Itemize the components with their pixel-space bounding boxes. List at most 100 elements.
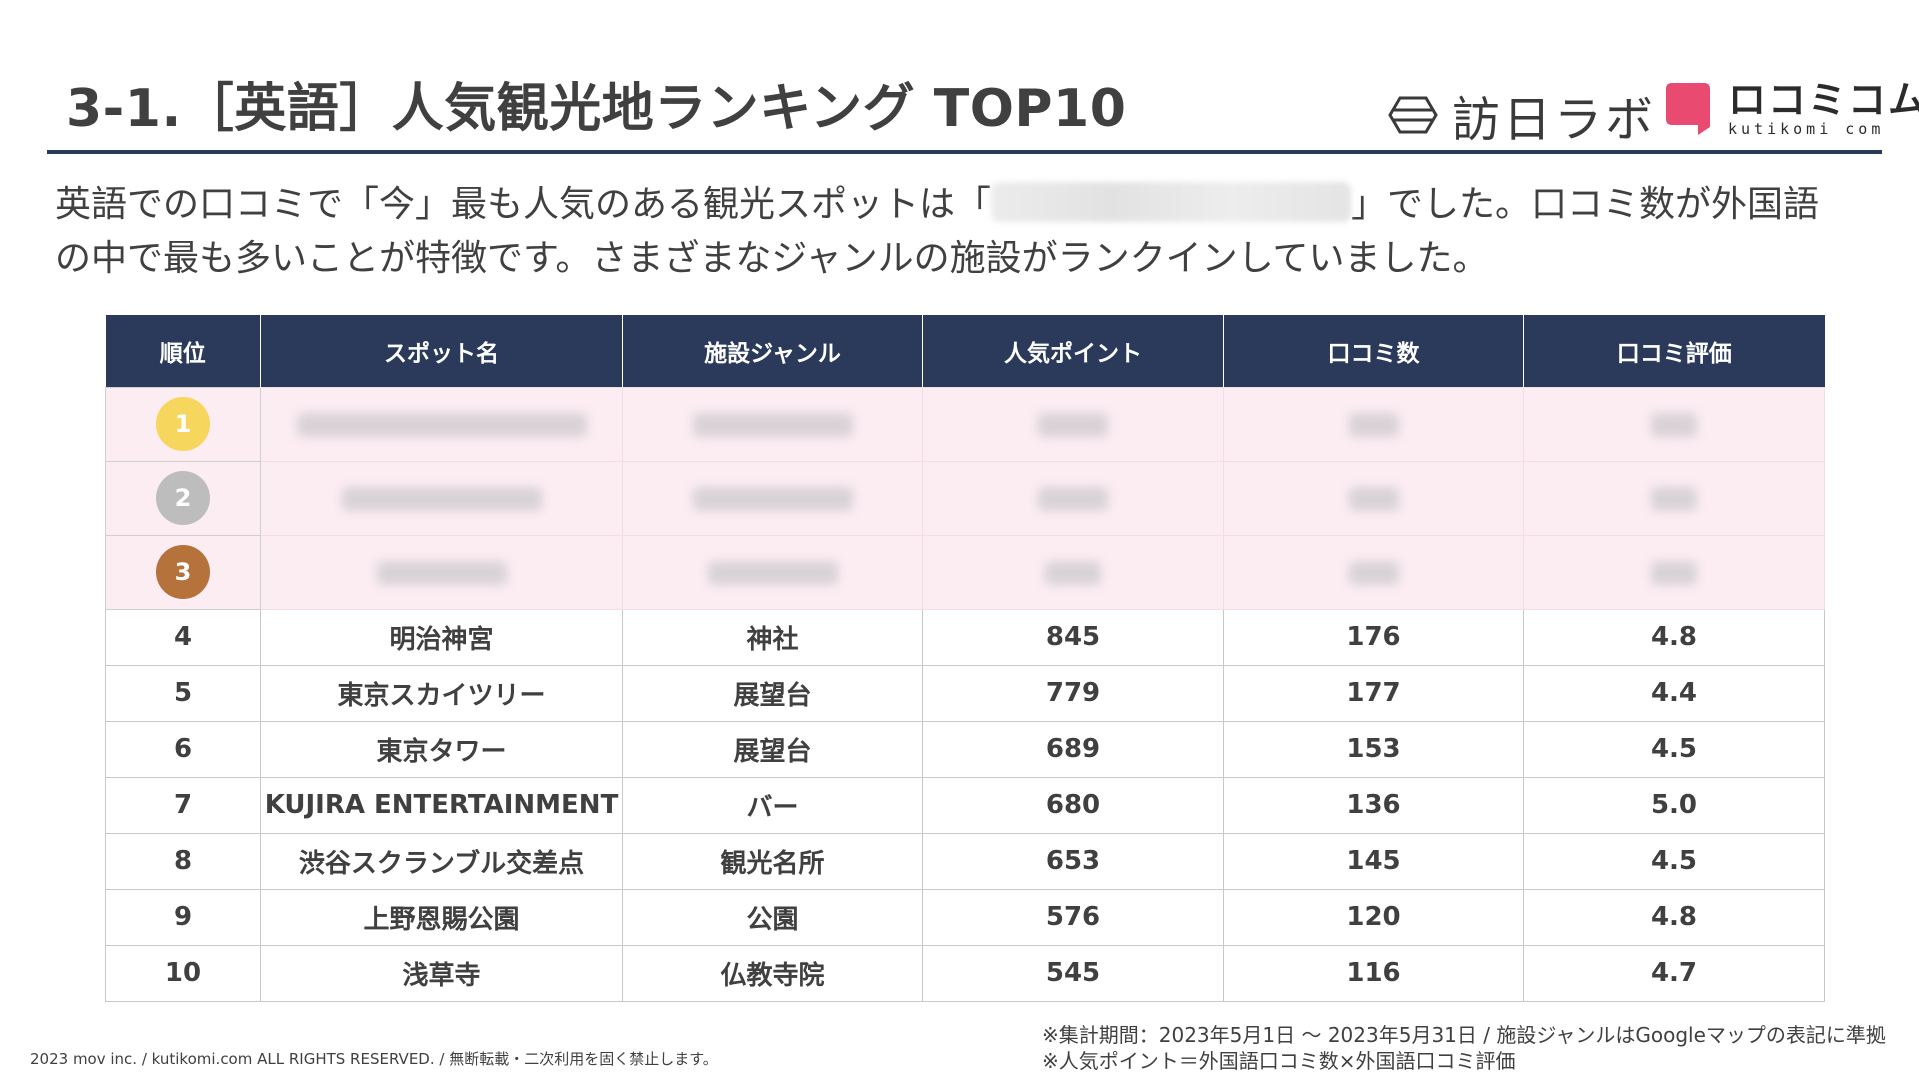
redacted-text [296,412,587,437]
spot-cell: 明治神宮 [260,608,623,666]
genre-cell: 仏教寺院 [622,944,923,1002]
description-after: 」でした。口コミ数が外国語の中で最も多いことが特徴です。さまざまなジャンルの施設… [55,184,1820,279]
redacted-text [692,486,853,511]
genre-cell: 展望台 [622,720,923,778]
redacted-text [341,486,542,511]
bronze-medal: 3 [156,545,210,599]
rank-cell: 8 [105,832,261,890]
points-cell: 689 [922,720,1224,778]
rating-cell: 4.7 [1523,944,1825,1002]
kutikomi-logo-name: ロコミコム [1728,78,1919,122]
reviews-cell [1223,460,1524,536]
rank-cell: 2 [105,460,261,536]
table-header-row: 順位 スポット名 施設ジャンル 人気ポイント 口コミ数 口コミ評価 [105,315,1825,387]
redacted-text [1348,412,1399,437]
silver-medal: 2 [156,471,210,525]
rank-cell: 9 [105,888,261,946]
genre-cell [622,386,923,462]
genre-cell [622,534,923,610]
rank-cell: 4 [105,608,261,666]
reviews-cell [1223,534,1524,610]
rank-cell: 7 [105,776,261,834]
redacted-text [1651,560,1697,585]
genre-cell: 公園 [622,888,923,946]
genre-cell: 観光名所 [622,832,923,890]
points-cell: 680 [922,776,1224,834]
points-cell [922,386,1224,462]
points-cell [922,460,1224,536]
rating-cell [1523,460,1825,536]
kutikomi-logo-sub: kutikomi com [1728,120,1885,138]
reviews-cell: 153 [1223,720,1524,778]
rating-cell [1523,386,1825,462]
kutikomi-logo: ロコミコム kutikomi com [1664,80,1919,138]
description-before: 英語での口コミで「今」最も人気のある観光スポットは「 [55,184,992,225]
reviews-cell: 177 [1223,664,1524,722]
spot-cell: 東京タワー [260,720,623,778]
reviews-cell: 145 [1223,832,1524,890]
rank-cell: 5 [105,664,261,722]
redacted-text [1045,560,1101,585]
reviews-cell: 116 [1223,944,1524,1002]
gold-medal: 1 [156,397,210,451]
redacted-spot-name [991,182,1352,222]
rank-cell: 10 [105,944,261,1002]
table-row: 10 浅草寺 仏教寺院 545 116 4.7 [105,944,1825,1002]
rank-cell: 3 [105,534,261,610]
points-cell: 545 [922,944,1224,1002]
table-row: 9 上野恩賜公園 公園 576 120 4.8 [105,888,1825,946]
ranking-table: 順位 スポット名 施設ジャンル 人気ポイント 口コミ数 口コミ評価 1 2 3 [105,315,1825,1002]
redacted-text [376,560,507,585]
spot-cell [260,534,623,610]
points-cell: 779 [922,664,1224,722]
points-cell: 653 [922,832,1224,890]
table-row: 1 [105,386,1825,462]
redacted-text [1651,486,1697,511]
table-row: 8 渋谷スクランブル交差点 観光名所 653 145 4.5 [105,832,1825,890]
footnotes: ※集計期間：2023年5月1日 〜 2023年5月31日 / 施設ジャンルはGo… [1042,1022,1886,1074]
reviews-cell [1223,386,1524,462]
table-row: 5 東京スカイツリー 展望台 779 177 4.4 [105,664,1825,722]
spot-cell [260,386,623,462]
genre-cell: 展望台 [622,664,923,722]
redacted-text [1348,486,1399,511]
table-row: 3 [105,534,1825,610]
spot-cell [260,460,623,536]
header-points: 人気ポイント [922,315,1224,387]
spot-cell: 渋谷スクランブル交差点 [260,832,623,890]
rating-cell: 4.5 [1523,832,1825,890]
rating-cell: 4.4 [1523,664,1825,722]
spot-cell: KUJIRA ENTERTAINMENT [260,776,623,834]
redacted-text [707,560,838,585]
page-title: 3-1.［英語］人気観光地ランキング TOP10 [66,79,1127,139]
redacted-text [1348,560,1399,585]
rank-cell: 6 [105,720,261,778]
hounichi-logo: 訪日ラボ [1388,80,1656,150]
table-row: 4 明治神宮 神社 845 176 4.8 [105,608,1825,666]
hounichi-logo-text: 訪日ラボ [1452,92,1657,148]
rank-cell: 1 [105,386,261,462]
rating-cell: 4.5 [1523,720,1825,778]
reviews-cell: 176 [1223,608,1524,666]
spot-cell: 上野恩賜公園 [260,888,623,946]
header-rank: 順位 [105,315,261,387]
table-row: 6 東京タワー 展望台 689 153 4.5 [105,720,1825,778]
copyright: 2023 mov inc. / kutikomi.com ALL RIGHTS … [30,1050,718,1068]
points-cell: 576 [922,888,1224,946]
spot-cell: 東京スカイツリー [260,664,623,722]
redacted-text [1038,486,1108,511]
rating-cell [1523,534,1825,610]
redacted-text [692,412,853,437]
points-cell [922,534,1224,610]
header-spot: スポット名 [260,315,623,387]
genre-cell [622,460,923,536]
genre-cell: バー [622,776,923,834]
speech-bubble-logo-icon [1666,83,1710,135]
rating-cell: 4.8 [1523,608,1825,666]
spot-cell: 浅草寺 [260,944,623,1002]
reviews-cell: 136 [1223,776,1524,834]
rating-cell: 5.0 [1523,776,1825,834]
points-cell: 845 [922,608,1224,666]
header-rating: 口コミ評価 [1523,315,1825,387]
table-row: 7 KUJIRA ENTERTAINMENT バー 680 136 5.0 [105,776,1825,834]
